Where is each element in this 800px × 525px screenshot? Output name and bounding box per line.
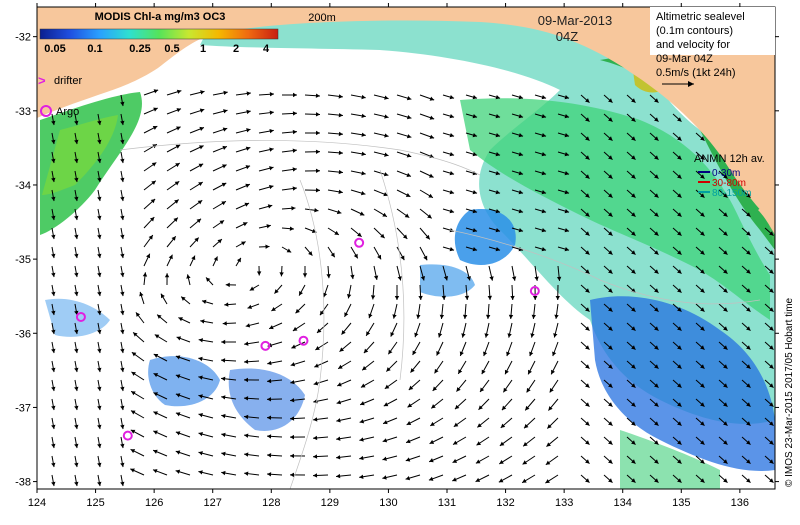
lat-tick-label: -38 [15, 477, 31, 489]
lon-tick-label: 133 [555, 497, 573, 509]
colorbar-tick-label: 2 [233, 43, 239, 55]
anmn-title: ANMN 12h av. [694, 153, 765, 165]
lon-tick-label: 124 [28, 497, 46, 509]
colorbar-ramp [40, 29, 278, 39]
lon-tick-label: 134 [614, 497, 632, 509]
time-label: 04Z [556, 29, 578, 44]
colorbar-title: MODIS Chl-a mg/m3 OC3 [95, 11, 226, 23]
note-line-4: 09-Mar 04Z [656, 53, 713, 65]
colorbar-tick-label: 0.1 [87, 43, 102, 55]
lon-tick-label: 132 [496, 497, 514, 509]
credit-label: © IMOS 23-Mar-2015 2017/05 Hobart time [784, 297, 795, 487]
note-line-2: (0.1m contours) [656, 25, 733, 37]
lon-tick-label: 136 [731, 497, 749, 509]
colorbar-tick-label: 4 [263, 43, 270, 55]
lon-tick-label: 125 [86, 497, 104, 509]
note-line-5: 0.5m/s (1kt 24h) [656, 67, 735, 79]
drifter-icon: > [38, 73, 46, 88]
colorbar-tick-label: 0.5 [164, 43, 179, 55]
lon-tick-label: 135 [672, 497, 690, 509]
note-line-1: Altimetric sealevel [656, 11, 745, 23]
lat-tick-label: -33 [15, 106, 31, 118]
drifter-label: drifter [54, 75, 82, 87]
lat-tick-label: -36 [15, 328, 31, 340]
lat-tick-label: -32 [15, 32, 31, 44]
lon-tick-label: 128 [262, 497, 280, 509]
anmn-item-2: 80-150m [712, 188, 751, 199]
lon-tick-label: 131 [438, 497, 456, 509]
lat-tick-label: -37 [15, 402, 31, 414]
depth-label: 200m [308, 12, 336, 24]
colorbar-tick-label: 1 [200, 43, 206, 55]
colorbar-tick-label: 0.25 [129, 43, 150, 55]
lat-tick-label: -34 [15, 180, 31, 192]
note-line-3: and velocity for [656, 39, 730, 51]
date-label: 09-Mar-2013 [538, 13, 612, 28]
lon-tick-label: 129 [321, 497, 339, 509]
lon-tick-label: 127 [204, 497, 222, 509]
colorbar-tick-label: 0.05 [44, 43, 65, 55]
lon-tick-label: 126 [145, 497, 163, 509]
lon-tick-label: 130 [379, 497, 397, 509]
lat-tick-label: -35 [15, 254, 31, 266]
argo-label: Argo [56, 106, 79, 118]
